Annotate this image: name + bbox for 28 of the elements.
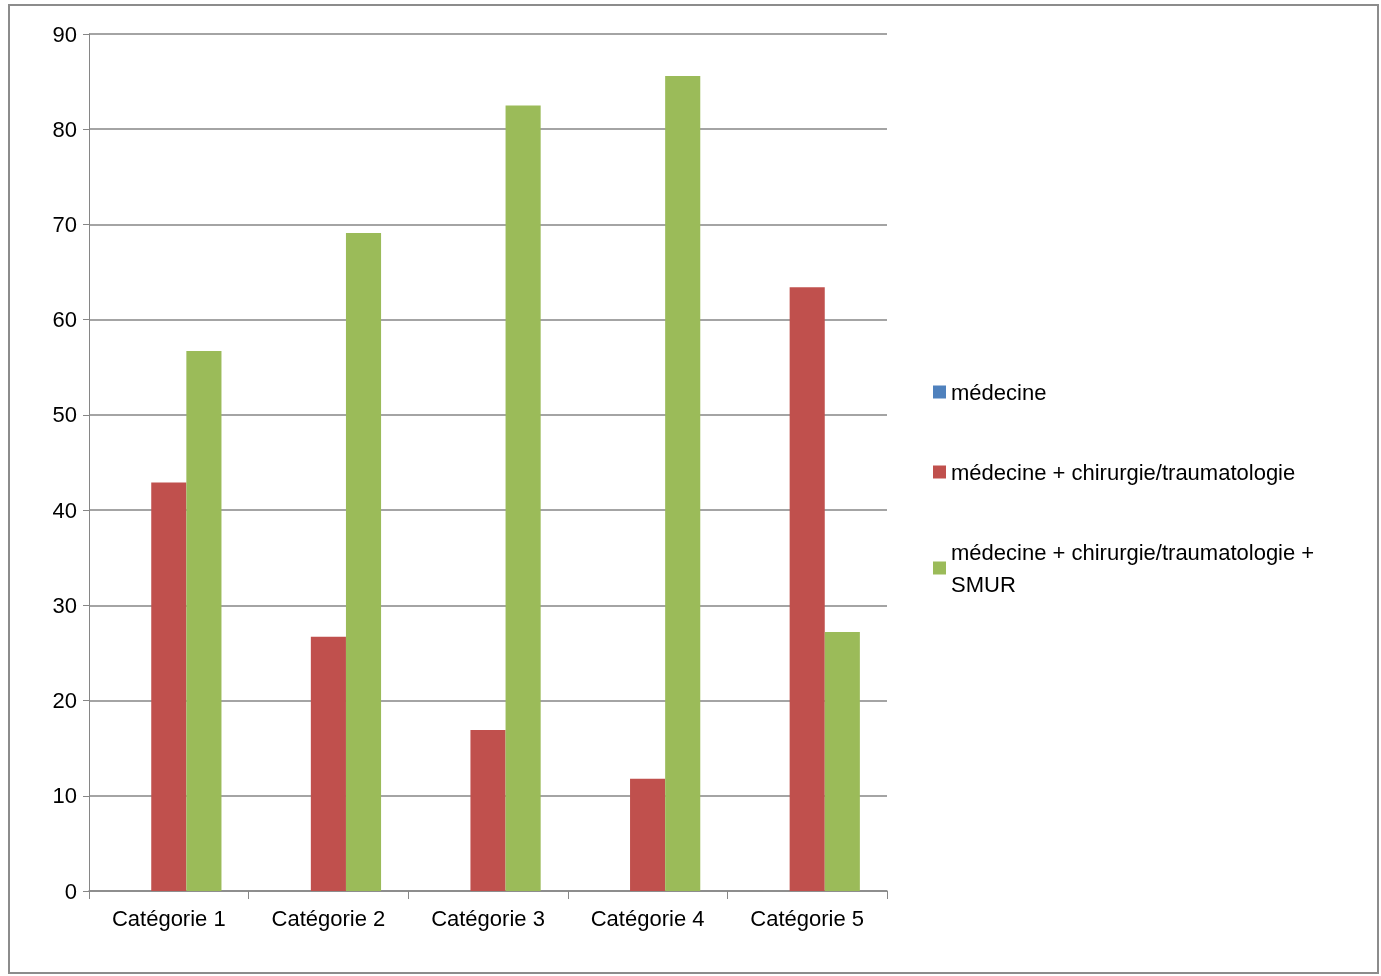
- x-tick-label: Catégorie 1: [111, 905, 226, 931]
- x-tick-label: Catégorie 5: [750, 905, 865, 931]
- y-tick-label: 10: [52, 783, 77, 809]
- legend-label: médecine + chirurgie/traumatologie + SMUR: [951, 539, 1321, 597]
- x-tick-label: Catégorie 3: [431, 905, 545, 931]
- y-tick-label: 60: [52, 307, 77, 333]
- bar: [470, 730, 506, 891]
- x-tick-label: Catégorie 2: [271, 905, 386, 931]
- y-tick-label: 90: [52, 21, 77, 47]
- y-tick-label: 50: [52, 402, 77, 428]
- y-tick-label: 40: [52, 497, 77, 523]
- bar: [345, 233, 382, 891]
- legend-label: médecine + chirurgie/traumatologie: [951, 459, 1296, 485]
- bar: [186, 351, 222, 891]
- bar: [824, 632, 860, 891]
- y-tick-label: 70: [52, 211, 77, 237]
- y-tick-label: 30: [52, 592, 77, 618]
- bar: [151, 482, 187, 891]
- bar: [310, 636, 346, 891]
- x-tick-label: Catégorie 4: [590, 905, 705, 931]
- bar: [630, 778, 666, 891]
- bar: [789, 287, 825, 891]
- legend-label: médecine: [951, 379, 1047, 405]
- y-tick-label: 20: [52, 688, 77, 714]
- bar: [505, 105, 541, 891]
- y-tick-label: 0: [64, 878, 77, 904]
- y-tick-label: 80: [52, 116, 77, 142]
- bar: [665, 75, 701, 891]
